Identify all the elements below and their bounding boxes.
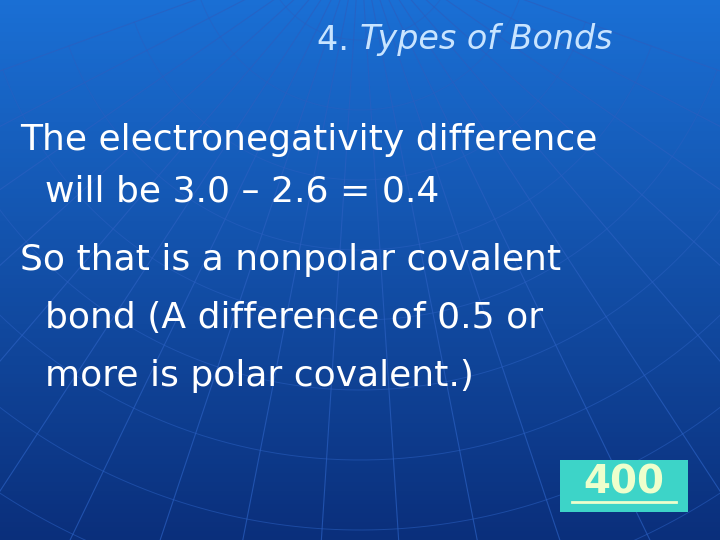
- Text: So that is a nonpolar covalent: So that is a nonpolar covalent: [20, 243, 561, 277]
- Text: bond (A difference of 0.5 or: bond (A difference of 0.5 or: [45, 301, 543, 335]
- Text: 400: 400: [583, 464, 665, 502]
- Text: more is polar covalent.): more is polar covalent.): [45, 359, 474, 393]
- Text: 4.: 4.: [318, 24, 360, 57]
- FancyBboxPatch shape: [560, 460, 688, 512]
- Text: Types of Bonds: Types of Bonds: [360, 24, 613, 57]
- Text: The electronegativity difference: The electronegativity difference: [20, 123, 598, 157]
- Text: will be 3.0 – 2.6 = 0.4: will be 3.0 – 2.6 = 0.4: [45, 175, 439, 209]
